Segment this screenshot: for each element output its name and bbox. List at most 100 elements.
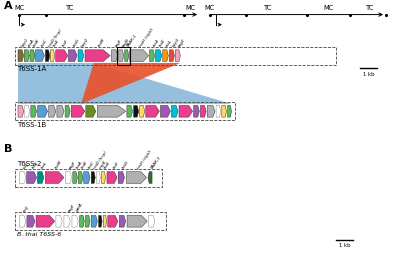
Polygon shape [130,50,148,61]
Text: tagF: tagF [114,38,123,48]
Polygon shape [140,105,145,117]
Polygon shape [86,215,90,227]
Polygon shape [146,105,159,117]
Polygon shape [49,105,56,117]
Text: tssD (hcp): tssD (hcp) [93,150,108,170]
Polygon shape [86,105,96,117]
Polygon shape [45,172,64,183]
Polygon shape [38,105,48,117]
Polygon shape [36,50,44,61]
Polygon shape [148,172,152,183]
Text: tssL: tssL [166,39,174,48]
Polygon shape [222,105,226,117]
Polygon shape [127,215,147,227]
Polygon shape [20,215,26,227]
Text: tssL: tssL [41,161,49,170]
Text: tssJ: tssJ [22,205,30,213]
Text: tssB: tssB [32,38,41,48]
Polygon shape [85,50,110,61]
Polygon shape [163,50,168,61]
Polygon shape [200,105,206,117]
Text: tssJ: tssJ [22,161,30,170]
Text: PAAR-1: PAAR-1 [150,155,162,170]
Polygon shape [160,105,170,117]
Polygon shape [38,172,44,183]
Text: hyp2: hyp2 [81,37,90,48]
Text: tssK: tssK [159,38,167,48]
Polygon shape [179,105,192,117]
Polygon shape [175,50,180,61]
Text: 1 kb: 1 kb [363,72,374,77]
Text: T6SS-2: T6SS-2 [17,161,41,167]
Polygon shape [81,63,180,104]
Polygon shape [78,50,84,61]
Text: tssE: tssE [104,160,112,170]
Polygon shape [45,50,50,61]
Polygon shape [99,215,102,227]
Text: tssF: tssF [62,39,70,48]
Text: B. thai T6SS-6: B. thai T6SS-6 [17,232,61,237]
Polygon shape [18,105,24,117]
Text: tssK: tssK [32,160,40,170]
Text: tagN: tagN [121,37,130,48]
Polygon shape [112,50,118,61]
Polygon shape [127,105,132,117]
Text: tssG: tssG [73,38,81,48]
Text: MC: MC [323,5,333,11]
Text: impE: impE [98,159,108,170]
Text: MC: MC [185,5,195,11]
Text: T6SS-1A: T6SS-1A [17,66,46,72]
Polygon shape [36,215,55,227]
Text: A: A [4,1,13,11]
Polygon shape [96,172,100,183]
Polygon shape [18,50,24,61]
Text: T6SS-1B: T6SS-1B [17,122,46,128]
Polygon shape [169,50,174,61]
Text: tssM: tssM [54,160,63,170]
Polygon shape [56,50,68,61]
Polygon shape [24,50,29,61]
Polygon shape [84,172,90,183]
Polygon shape [65,105,70,117]
Text: TC: TC [264,5,272,11]
Text: tssE: tssE [53,38,61,48]
Polygon shape [150,50,154,61]
Text: tssD (hcp): tssD (hcp) [48,28,63,48]
Polygon shape [18,63,232,104]
Polygon shape [65,172,72,183]
Text: MC: MC [204,5,215,11]
Text: PAAR-1: PAAR-1 [127,33,138,48]
Polygon shape [27,215,35,227]
Polygon shape [30,50,35,61]
Text: tagF: tagF [68,160,77,170]
Text: hyp3: hyp3 [172,37,181,48]
Polygon shape [102,172,106,183]
Polygon shape [31,105,36,117]
Polygon shape [72,215,78,227]
Polygon shape [119,215,126,227]
Polygon shape [20,172,26,183]
Text: tssM: tssM [98,38,106,48]
Polygon shape [50,50,55,61]
Text: tssG: tssG [121,160,130,170]
Text: hyp1: hyp1 [21,37,30,48]
Polygon shape [91,215,98,227]
Polygon shape [216,105,221,117]
Polygon shape [118,172,124,183]
Polygon shape [107,172,117,183]
Polygon shape [57,105,64,117]
Text: tssB: tssB [80,160,89,170]
Text: TC: TC [366,5,374,11]
Text: B: B [4,144,12,154]
Polygon shape [126,172,146,183]
Polygon shape [97,105,126,117]
Polygon shape [156,50,162,61]
Polygon shape [194,105,199,117]
Polygon shape [103,215,107,227]
Polygon shape [108,215,118,227]
Text: tssH (clpV): tssH (clpV) [139,27,155,48]
Polygon shape [134,105,139,117]
Polygon shape [119,50,124,61]
Polygon shape [149,215,155,227]
Polygon shape [207,105,215,117]
